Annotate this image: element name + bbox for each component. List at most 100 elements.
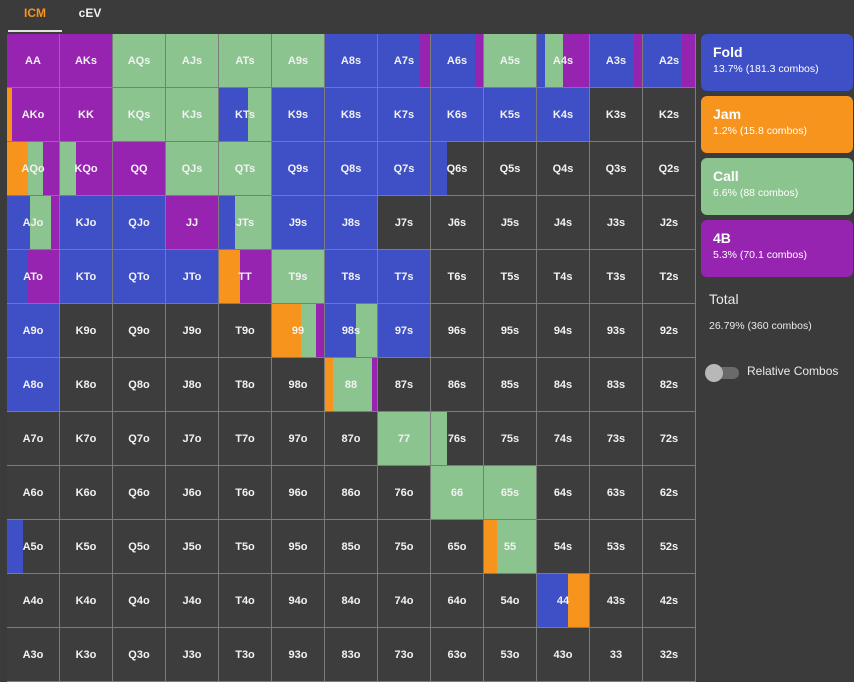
hand-cell[interactable]: AQs xyxy=(113,34,166,88)
hand-cell[interactable]: Q7s xyxy=(378,142,431,196)
hand-cell[interactable]: 55 xyxy=(484,520,537,574)
hand-cell[interactable]: J8o xyxy=(166,358,219,412)
hand-cell[interactable]: T8s xyxy=(325,250,378,304)
hand-cell[interactable]: 74o xyxy=(378,574,431,628)
hand-cell[interactable]: A3s xyxy=(590,34,643,88)
hand-cell[interactable]: 77 xyxy=(378,412,431,466)
hand-cell[interactable]: T4s xyxy=(537,250,590,304)
hand-cell[interactable]: T5o xyxy=(219,520,272,574)
hand-cell[interactable]: 54o xyxy=(484,574,537,628)
hand-cell[interactable]: T6o xyxy=(219,466,272,520)
hand-cell[interactable]: T4o xyxy=(219,574,272,628)
hand-cell[interactable]: KQo xyxy=(60,142,113,196)
hand-cell[interactable]: 94s xyxy=(537,304,590,358)
hand-cell[interactable]: 83o xyxy=(325,628,378,682)
hand-cell[interactable]: 97o xyxy=(272,412,325,466)
hand-cell[interactable]: 65o xyxy=(431,520,484,574)
hand-cell[interactable]: AJo xyxy=(7,196,60,250)
hand-cell[interactable]: K8s xyxy=(325,88,378,142)
hand-cell[interactable]: QTs xyxy=(219,142,272,196)
hand-cell[interactable]: Q8s xyxy=(325,142,378,196)
hand-cell[interactable]: J9o xyxy=(166,304,219,358)
hand-cell[interactable]: 72s xyxy=(643,412,696,466)
hand-cell[interactable]: K5s xyxy=(484,88,537,142)
hand-cell[interactable]: 33 xyxy=(590,628,643,682)
hand-cell[interactable]: K6o xyxy=(60,466,113,520)
hand-cell[interactable]: K2s xyxy=(643,88,696,142)
hand-cell[interactable]: QQ xyxy=(113,142,166,196)
hand-cell[interactable]: A6o xyxy=(7,466,60,520)
hand-cell[interactable]: A7s xyxy=(378,34,431,88)
hand-cell[interactable]: 32s xyxy=(643,628,696,682)
hand-cell[interactable]: J3o xyxy=(166,628,219,682)
hand-cell[interactable]: TT xyxy=(219,250,272,304)
hand-cell[interactable]: 96s xyxy=(431,304,484,358)
hand-cell[interactable]: 42s xyxy=(643,574,696,628)
hand-cell[interactable]: JTs xyxy=(219,196,272,250)
hand-cell[interactable]: 95o xyxy=(272,520,325,574)
hand-cell[interactable]: KJo xyxy=(60,196,113,250)
hand-cell[interactable]: J5o xyxy=(166,520,219,574)
hand-cell[interactable]: J9s xyxy=(272,196,325,250)
hand-cell[interactable]: T5s xyxy=(484,250,537,304)
hand-cell[interactable]: 97s xyxy=(378,304,431,358)
hand-cell[interactable]: 86o xyxy=(325,466,378,520)
hand-cell[interactable]: 76s xyxy=(431,412,484,466)
hand-cell[interactable]: QTo xyxy=(113,250,166,304)
hand-cell[interactable]: A5s xyxy=(484,34,537,88)
hand-cell[interactable]: T9o xyxy=(219,304,272,358)
relative-combos-toggle[interactable] xyxy=(705,364,739,382)
hand-cell[interactable]: ATs xyxy=(219,34,272,88)
hand-cell[interactable]: 85s xyxy=(484,358,537,412)
hand-cell[interactable]: 43s xyxy=(590,574,643,628)
hand-cell[interactable]: 75o xyxy=(378,520,431,574)
hand-cell[interactable]: J7o xyxy=(166,412,219,466)
hand-cell[interactable]: A7o xyxy=(7,412,60,466)
hand-cell[interactable]: KQs xyxy=(113,88,166,142)
hand-cell[interactable]: K3s xyxy=(590,88,643,142)
hand-cell[interactable]: 43o xyxy=(537,628,590,682)
call-action-card[interactable]: Call 6.6% (88 combos) xyxy=(701,158,853,215)
hand-cell[interactable]: AKo xyxy=(7,88,60,142)
hand-cell[interactable]: K7s xyxy=(378,88,431,142)
hand-cell[interactable]: 88 xyxy=(325,358,378,412)
hand-cell[interactable]: K9o xyxy=(60,304,113,358)
hand-cell[interactable]: 98s xyxy=(325,304,378,358)
hand-cell[interactable]: K7o xyxy=(60,412,113,466)
hand-cell[interactable]: 95s xyxy=(484,304,537,358)
hand-cell[interactable]: J7s xyxy=(378,196,431,250)
hand-cell[interactable]: T6s xyxy=(431,250,484,304)
hand-cell[interactable]: K4o xyxy=(60,574,113,628)
hand-cell[interactable]: K5o xyxy=(60,520,113,574)
hand-cell[interactable]: QJo xyxy=(113,196,166,250)
hand-cell[interactable]: AJs xyxy=(166,34,219,88)
hand-cell[interactable]: Q3s xyxy=(590,142,643,196)
hand-cell[interactable]: 64s xyxy=(537,466,590,520)
hand-cell[interactable]: 73s xyxy=(590,412,643,466)
hand-cell[interactable]: 44 xyxy=(537,574,590,628)
jam-action-card[interactable]: Jam 1.2% (15.8 combos) xyxy=(701,96,853,153)
hand-cell[interactable]: T7s xyxy=(378,250,431,304)
hand-cell[interactable]: AKs xyxy=(60,34,113,88)
hand-cell[interactable]: 98o xyxy=(272,358,325,412)
tab-icm[interactable]: ICM xyxy=(8,0,62,32)
hand-cell[interactable]: 63o xyxy=(431,628,484,682)
hand-cell[interactable]: KTo xyxy=(60,250,113,304)
hand-cell[interactable]: K9s xyxy=(272,88,325,142)
hand-cell[interactable]: 75s xyxy=(484,412,537,466)
hand-cell[interactable]: J3s xyxy=(590,196,643,250)
hand-cell[interactable]: A2s xyxy=(643,34,696,88)
hand-cell[interactable]: 99 xyxy=(272,304,325,358)
hand-cell[interactable]: 62s xyxy=(643,466,696,520)
hand-cell[interactable]: Q6s xyxy=(431,142,484,196)
hand-cell[interactable]: 82s xyxy=(643,358,696,412)
hand-cell[interactable]: K6s xyxy=(431,88,484,142)
hand-cell[interactable]: 54s xyxy=(537,520,590,574)
hand-cell[interactable]: 52s xyxy=(643,520,696,574)
hand-cell[interactable]: A4s xyxy=(537,34,590,88)
hand-cell[interactable]: KJs xyxy=(166,88,219,142)
hand-cell[interactable]: AQo xyxy=(7,142,60,196)
hand-cell[interactable]: 86s xyxy=(431,358,484,412)
hand-cell[interactable]: Q6o xyxy=(113,466,166,520)
hand-cell[interactable]: A6s xyxy=(431,34,484,88)
